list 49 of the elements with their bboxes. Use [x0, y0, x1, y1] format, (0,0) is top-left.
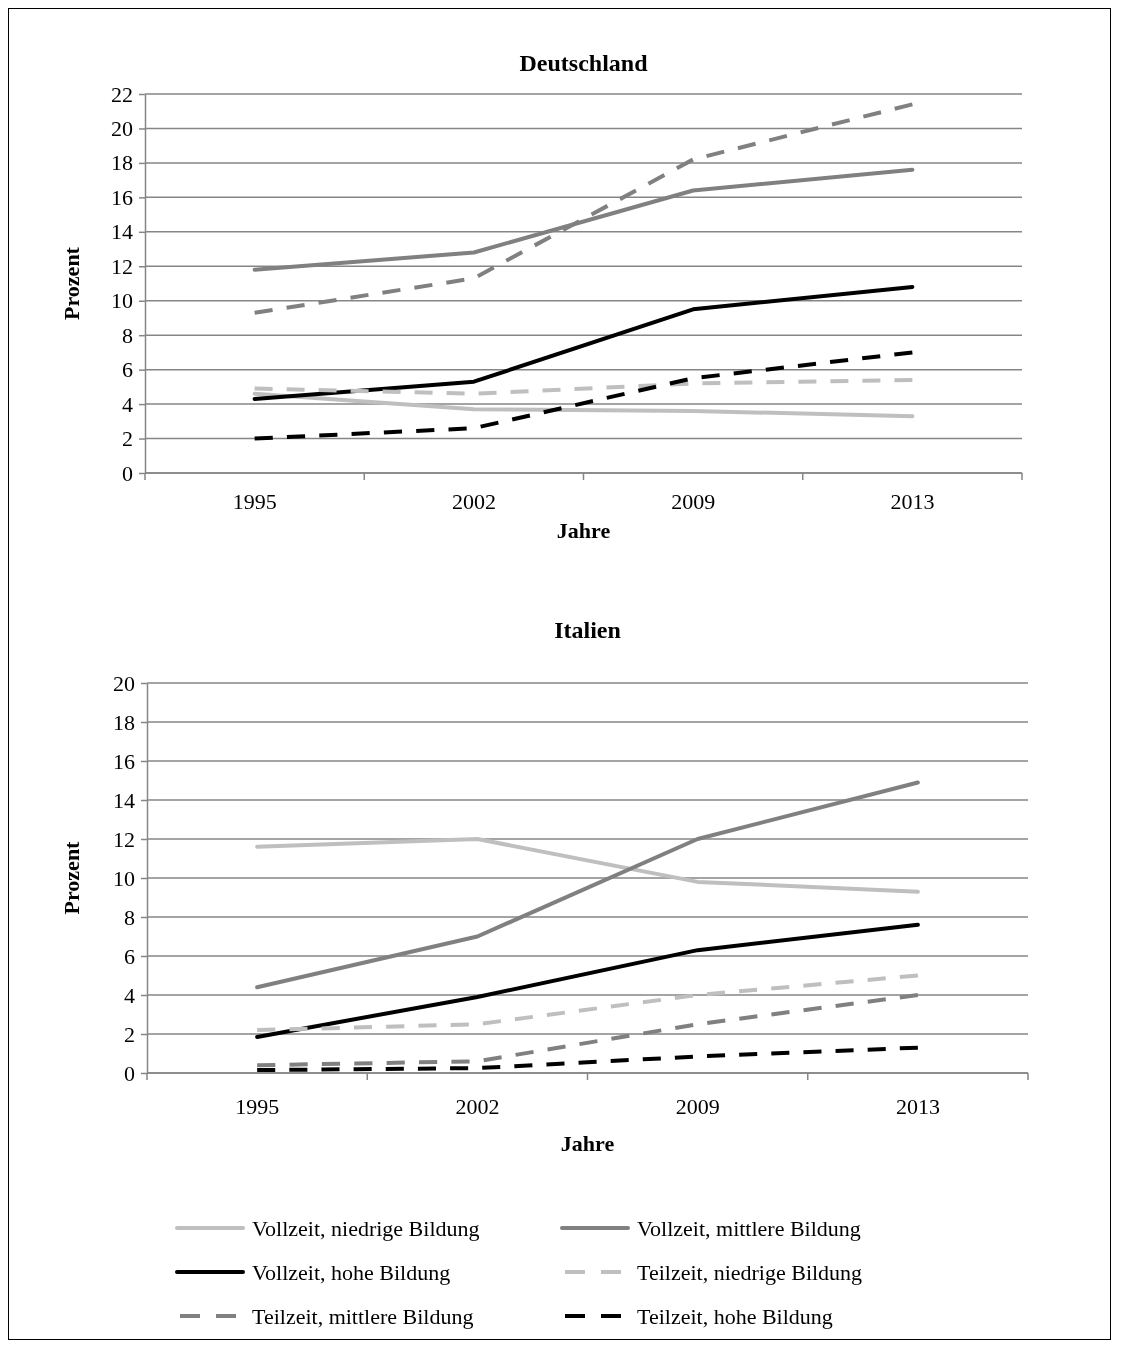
legend-label: Teilzeit, hohe Bildung — [637, 1304, 833, 1329]
y-tick-label: 8 — [124, 904, 135, 930]
y-tick-label: 16 — [113, 748, 135, 774]
chart-title: Deutschland — [519, 50, 649, 76]
legend-label: Teilzeit, mittlere Bildung — [252, 1304, 474, 1329]
y-tick-label: 20 — [113, 670, 135, 696]
x-tick-label: 2009 — [671, 488, 716, 514]
x-tick-label: 1995 — [235, 1093, 280, 1119]
legend-label: Vollzeit, hohe Bildung — [252, 1260, 451, 1285]
y-tick-label: 12 — [113, 826, 135, 852]
y-tick-label: 6 — [124, 943, 135, 969]
legend-label: Teilzeit, niedrige Bildung — [637, 1260, 863, 1285]
y-tick-label: 16 — [111, 184, 133, 210]
line-series — [252, 350, 915, 441]
x-tick-label: 2002 — [455, 1093, 500, 1119]
y-tick-label: 10 — [113, 865, 135, 891]
y-tick-label: 0 — [122, 460, 133, 486]
line-series — [252, 284, 915, 401]
x-tick-label: 2013 — [895, 1093, 940, 1119]
y-tick-label: 4 — [124, 982, 135, 1008]
x-axis-title: Jahre — [556, 518, 611, 543]
y-tick-label: 6 — [122, 357, 133, 383]
y-tick-label: 2 — [122, 426, 133, 452]
line-series — [255, 1045, 920, 1073]
line-series — [255, 837, 920, 894]
x-tick-label: 2013 — [890, 488, 935, 514]
y-tick-label: 8 — [122, 322, 133, 348]
y-tick-label: 4 — [122, 391, 133, 417]
y-tick-label: 20 — [111, 115, 133, 141]
y-axis-title: Prozent — [59, 840, 84, 915]
legend-label: Vollzeit, niedrige Bildung — [252, 1216, 480, 1241]
legend-label: Vollzeit, mittlere Bildung — [637, 1216, 861, 1241]
y-tick-label: 14 — [113, 787, 135, 813]
y-tick-label: 14 — [111, 219, 133, 245]
y-tick-label: 18 — [111, 150, 133, 176]
chart-title: Italien — [554, 617, 621, 643]
y-tick-label: 22 — [111, 81, 133, 107]
line-series — [255, 973, 920, 1033]
y-tick-label: 0 — [124, 1060, 135, 1086]
y-tick-label: 18 — [113, 709, 135, 735]
x-tick-label: 2009 — [675, 1093, 720, 1119]
x-tick-label: 1995 — [232, 488, 277, 514]
y-tick-label: 2 — [124, 1021, 135, 1047]
y-tick-label: 12 — [111, 253, 133, 279]
y-tick-label: 10 — [111, 288, 133, 314]
x-axis-title: Jahre — [560, 1131, 615, 1156]
line-series — [255, 922, 920, 1039]
x-tick-label: 2002 — [451, 488, 496, 514]
y-axis-title: Prozent — [59, 246, 84, 320]
